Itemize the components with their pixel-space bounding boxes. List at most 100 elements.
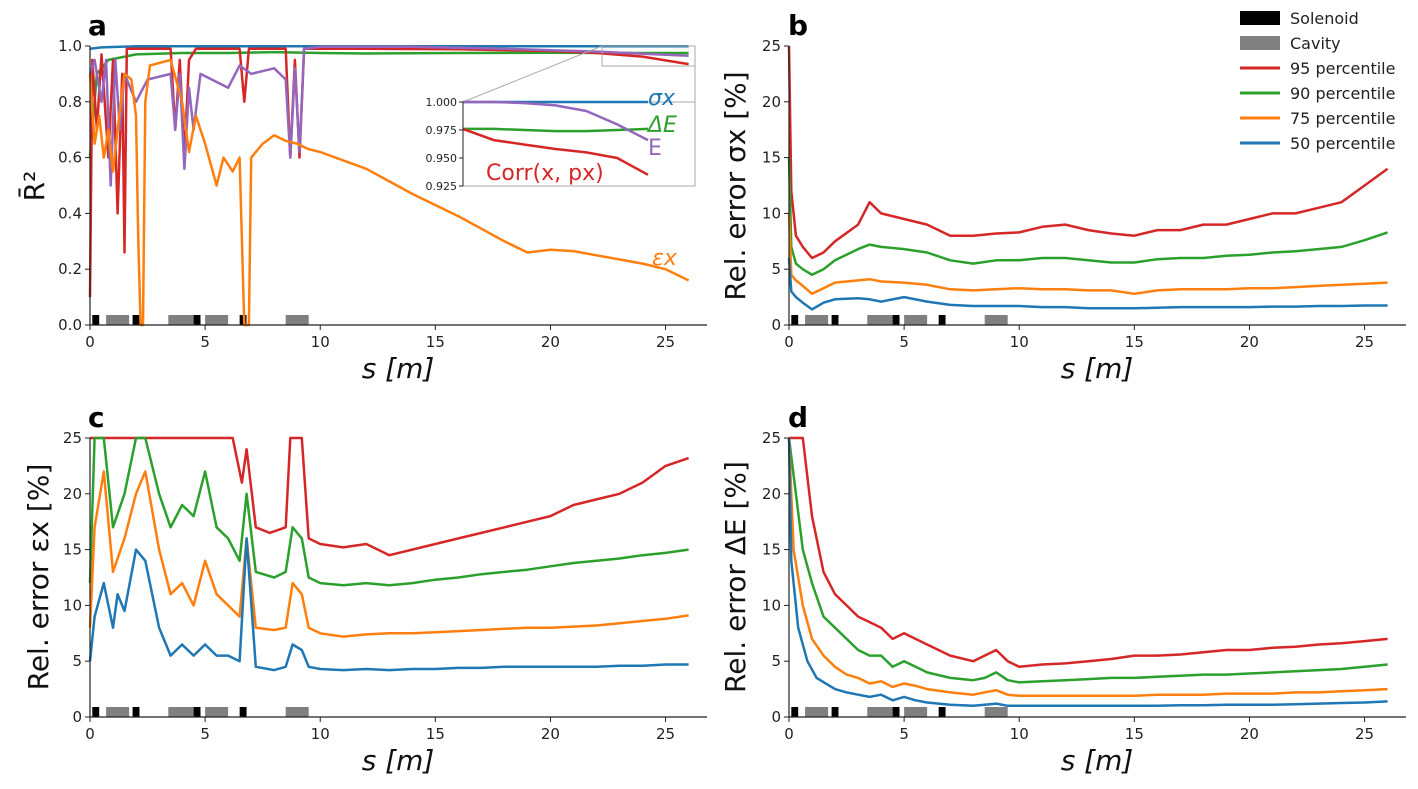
y-tick-label-c-3: 15: [63, 541, 82, 559]
y-ticks-d: 0 5 10 15 20 25: [762, 429, 789, 726]
series-b-3: [787, 257, 1388, 311]
legend-label-p90: 90 percentile: [1290, 84, 1395, 103]
legend: Solenoid Cavity 95 percentile 90 percent…: [1240, 9, 1395, 153]
inset-series-1: [463, 127, 649, 133]
y-tick-label-b-0: 0: [771, 316, 781, 334]
inset-y-ticks: 1.000 0.975 0.950 0.925: [426, 96, 463, 193]
x-tick-label-d-2: 10: [1010, 725, 1029, 743]
x-tick-label-c-1: 5: [200, 725, 210, 743]
x-tick-label-d-0: 0: [784, 725, 794, 743]
y-tick-label-b-1: 5: [771, 260, 781, 278]
x-tick-label-b-2: 10: [1010, 333, 1029, 351]
x-tick-label-d-4: 20: [1240, 725, 1259, 743]
solenoid-marker-c-3: [239, 707, 247, 717]
x-tick-label-b-5: 25: [1355, 333, 1374, 351]
x-tick-label-b-1: 5: [899, 333, 909, 351]
panel-letter-a: a: [88, 9, 107, 42]
panel-b: b 0 5 10 15 20 25 0 5 10 15 20 25 Rel. error σx [%…: [719, 9, 1406, 385]
inset-y-tick-label-0: 1.000: [426, 96, 458, 109]
y-ticks-a: 0.0 0.2 0.4 0.6 0.8 1.0: [58, 37, 90, 334]
x-tick-label-c-0: 0: [85, 725, 95, 743]
y-axis-label-b: Rel. error σx [%]: [719, 71, 752, 300]
panel-letter-c: c: [88, 401, 105, 434]
y-tick-label-a-5: 1.0: [58, 37, 82, 55]
panel-d: d 0 5 10 15 20 25 0 5 10 15 20 25 Rel. error ΔE [%…: [719, 401, 1406, 777]
y-ticks-c: 0 5 10 15 20 25: [63, 429, 90, 726]
beamline-elements-d: [791, 707, 1008, 717]
y-tick-label-c-1: 5: [72, 652, 82, 670]
solenoid-marker-b-3: [938, 315, 946, 325]
x-axis-label-b: s [m]: [1061, 352, 1134, 385]
solenoid-marker-c-1: [132, 707, 140, 717]
solenoid-marker-d-1: [831, 707, 839, 717]
cavity-marker-a-2: [205, 315, 229, 325]
solenoid-marker-d-2: [892, 707, 900, 717]
cavity-marker-c-2: [205, 707, 229, 717]
y-tick-label-b-3: 15: [762, 149, 781, 167]
cavity-marker-d-2: [904, 707, 928, 717]
inset-label-corr: Corr(x, px): [486, 161, 604, 186]
inset-label-sigma-x: σx: [648, 86, 676, 111]
series-a-0: [89, 45, 689, 51]
y-axis-label-d: Rel. error ΔE [%]: [719, 461, 752, 693]
legend-label-p50: 50 percentile: [1290, 134, 1395, 153]
y-tick-label-b-5: 25: [762, 37, 781, 55]
x-axis-label-c: s [m]: [362, 744, 435, 777]
y-axis-label-c: Rel. error εx [%]: [22, 464, 55, 691]
y-tick-label-a-3: 0.6: [58, 149, 82, 167]
cavity-marker-c-0: [106, 707, 130, 717]
inset-y-tick-label-2: 0.950: [426, 152, 458, 165]
solenoid-marker-b-1: [831, 315, 839, 325]
y-tick-label-d-0: 0: [771, 708, 781, 726]
y-tick-label-d-4: 20: [762, 485, 781, 503]
legend-label-cavity: Cavity: [1290, 34, 1341, 53]
solenoid-marker-a-2: [193, 315, 201, 325]
y-axis-label-a: R̄²: [17, 171, 51, 202]
series-a-1: [88, 50, 689, 158]
cavity-marker-d-1: [867, 707, 893, 717]
cavity-marker-b-1: [867, 315, 893, 325]
series-b-0: [787, 45, 1389, 260]
cavity-marker-c-3: [285, 707, 309, 717]
series-group-d: [787, 436, 1388, 708]
x-axis-label-a: s [m]: [362, 352, 435, 385]
y-tick-label-d-5: 25: [762, 429, 781, 447]
inset-label-delta-e: ΔE: [646, 113, 677, 138]
y-tick-label-c-4: 20: [63, 485, 82, 503]
series-group-b: [787, 45, 1389, 311]
x-tick-label-c-4: 20: [541, 725, 560, 743]
x-tick-label-a-2: 10: [311, 333, 330, 351]
x-tick-label-b-3: 15: [1125, 333, 1144, 351]
inset-zoom: 1.000 0.975 0.950 0.925 σx ΔE E Corr(x, px): [426, 45, 696, 193]
cavity-marker-c-1: [168, 707, 194, 717]
solenoid-marker-c-0: [92, 707, 100, 717]
y-tick-label-a-2: 0.4: [58, 204, 82, 222]
x-tick-label-d-5: 25: [1355, 725, 1374, 743]
solenoid-marker-a-1: [132, 315, 140, 325]
series-group-a: [88, 45, 690, 327]
inset-connector-left: [462, 45, 603, 103]
solenoid-marker-d-3: [938, 707, 946, 717]
y-tick-label-d-3: 15: [762, 541, 781, 559]
inset-y-tick-label-1: 0.975: [426, 124, 458, 137]
beamline-elements-a: [92, 315, 309, 325]
series-group-c: [88, 436, 690, 672]
y-tick-label-d-1: 5: [771, 652, 781, 670]
series-a-4: [88, 58, 690, 327]
cavity-marker-a-1: [168, 315, 194, 325]
y-tick-label-a-1: 0.2: [58, 260, 82, 278]
panel-letter-b: b: [788, 9, 808, 42]
x-ticks-d: 0 5 10 15 20 25: [784, 717, 1374, 743]
series-c-2: [88, 470, 689, 638]
legend-swatch-cavity: [1240, 36, 1280, 50]
x-tick-label-b-0: 0: [784, 333, 794, 351]
cavity-marker-d-0: [805, 707, 829, 717]
beamline-elements-b: [791, 315, 1008, 325]
y-tick-label-b-2: 10: [762, 204, 781, 222]
inset-source-box: [601, 45, 696, 67]
cavity-marker-b-2: [904, 315, 928, 325]
x-tick-label-c-2: 10: [311, 725, 330, 743]
solenoid-marker-a-0: [92, 315, 100, 325]
series-d-3: [787, 437, 1388, 708]
legend-label-p75: 75 percentile: [1290, 109, 1395, 128]
